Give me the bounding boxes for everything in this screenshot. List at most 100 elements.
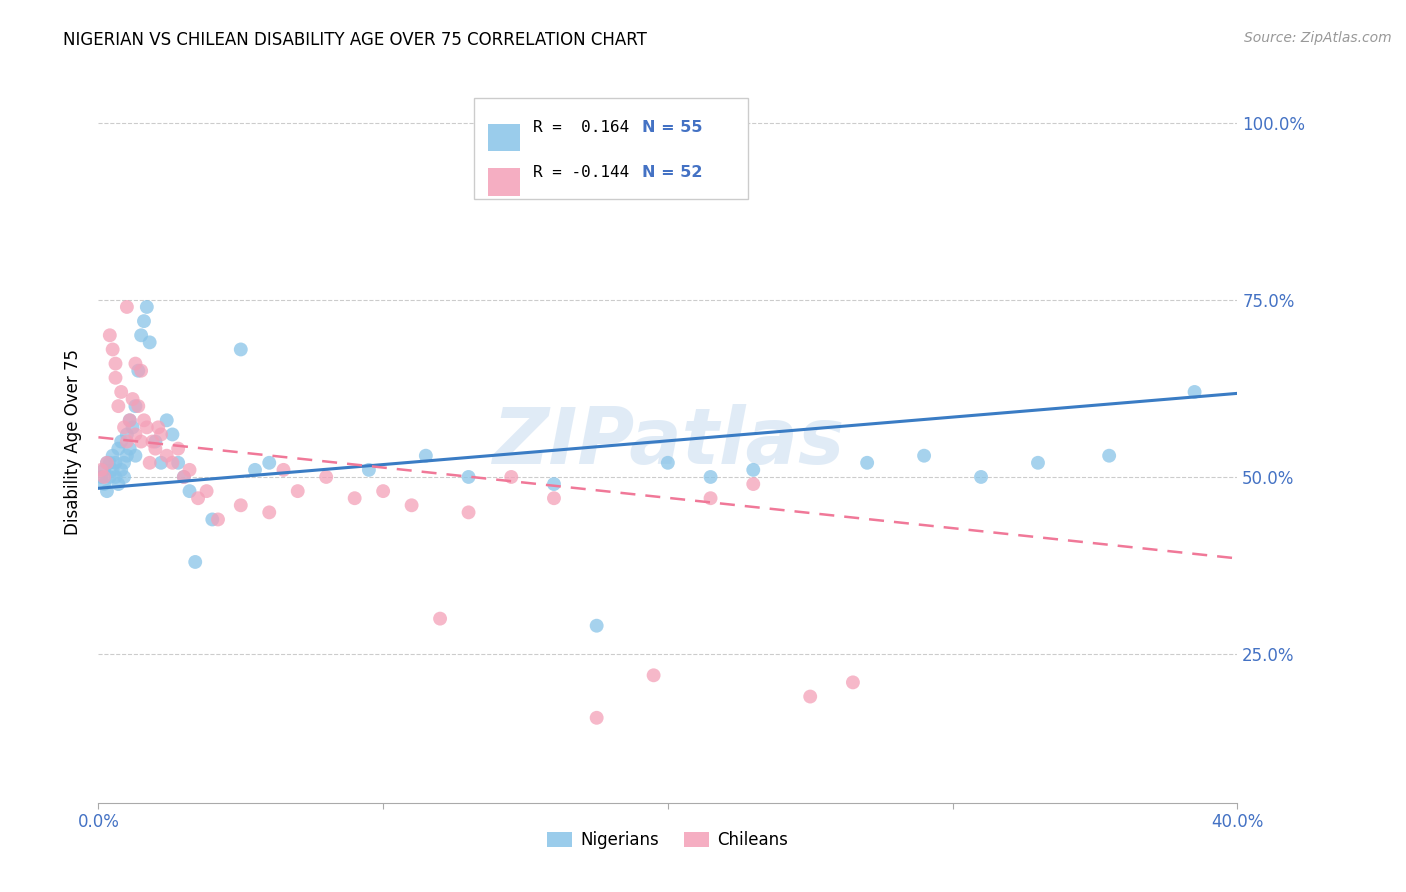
Text: Source: ZipAtlas.com: Source: ZipAtlas.com: [1244, 31, 1392, 45]
Point: [184, 555, 207, 569]
Point: [138, 335, 160, 350]
Point: [373, 484, 395, 499]
Point: [162, 456, 184, 470]
Point: [104, 357, 127, 371]
Point: [98, 328, 121, 343]
Point: [259, 505, 281, 519]
Point: [141, 434, 163, 449]
Point: [93, 463, 115, 477]
Point: [429, 612, 451, 626]
Point: [187, 491, 209, 506]
Point: [107, 399, 129, 413]
Point: [115, 449, 138, 463]
Point: [129, 328, 152, 343]
Point: [104, 470, 127, 484]
Point: [167, 456, 190, 470]
Point: [129, 434, 152, 449]
Point: [912, 449, 935, 463]
Bar: [488, 169, 520, 196]
Text: N = 52: N = 52: [641, 164, 702, 179]
Point: [179, 463, 201, 477]
Point: [856, 456, 879, 470]
Point: [112, 456, 135, 470]
Point: [121, 420, 143, 434]
Point: [585, 618, 607, 632]
Point: [699, 470, 721, 484]
Point: [162, 427, 184, 442]
Point: [118, 442, 141, 456]
Point: [96, 456, 118, 470]
Point: [543, 491, 565, 506]
Point: [243, 463, 266, 477]
Point: [229, 498, 252, 512]
Point: [124, 399, 146, 413]
Point: [842, 675, 865, 690]
Point: [1026, 456, 1049, 470]
Point: [343, 491, 366, 506]
Point: [145, 434, 167, 449]
Point: [287, 484, 309, 499]
Point: [145, 442, 167, 456]
Text: R =  0.164: R = 0.164: [533, 120, 630, 135]
Point: [357, 463, 380, 477]
Point: [742, 463, 765, 477]
Legend: Nigerians, Chileans: Nigerians, Chileans: [540, 824, 796, 856]
Point: [195, 484, 218, 499]
Point: [457, 505, 479, 519]
Point: [96, 456, 118, 470]
Point: [101, 449, 124, 463]
Point: [173, 470, 195, 484]
Y-axis label: Disability Age Over 75: Disability Age Over 75: [65, 349, 83, 534]
Point: [104, 456, 127, 470]
Point: [110, 463, 132, 477]
Point: [93, 470, 115, 484]
Point: [132, 314, 155, 328]
Bar: [488, 124, 520, 151]
Point: [179, 484, 201, 499]
Point: [315, 470, 337, 484]
Text: ZIPatlas: ZIPatlas: [492, 403, 844, 480]
Point: [118, 413, 141, 427]
Text: R = -0.144: R = -0.144: [533, 164, 630, 179]
Point: [135, 300, 157, 314]
Point: [101, 343, 124, 357]
Point: [107, 477, 129, 491]
Bar: [474, 98, 748, 200]
Point: [101, 463, 124, 477]
Point: [501, 470, 523, 484]
Point: [129, 364, 152, 378]
Point: [643, 668, 665, 682]
Point: [112, 420, 135, 434]
Point: [112, 470, 135, 484]
Point: [207, 512, 229, 526]
Point: [259, 456, 281, 470]
Point: [118, 413, 141, 427]
Point: [799, 690, 821, 704]
Point: [415, 449, 437, 463]
Point: [138, 456, 160, 470]
Point: [115, 427, 138, 442]
Point: [124, 427, 146, 442]
Point: [98, 470, 121, 484]
Point: [127, 399, 149, 413]
Point: [401, 498, 423, 512]
Point: [115, 300, 138, 314]
Point: [121, 392, 143, 406]
Point: [132, 413, 155, 427]
Point: [148, 420, 170, 434]
Point: [970, 470, 993, 484]
Point: [90, 470, 112, 484]
Point: [1098, 449, 1121, 463]
Point: [93, 477, 115, 491]
Point: [457, 470, 479, 484]
Point: [1184, 384, 1206, 399]
Point: [742, 477, 765, 491]
Point: [96, 484, 118, 499]
Point: [110, 434, 132, 449]
Point: [201, 512, 224, 526]
Point: [229, 343, 252, 357]
Point: [156, 413, 179, 427]
Point: [124, 357, 146, 371]
Point: [699, 491, 721, 506]
Point: [135, 420, 157, 434]
